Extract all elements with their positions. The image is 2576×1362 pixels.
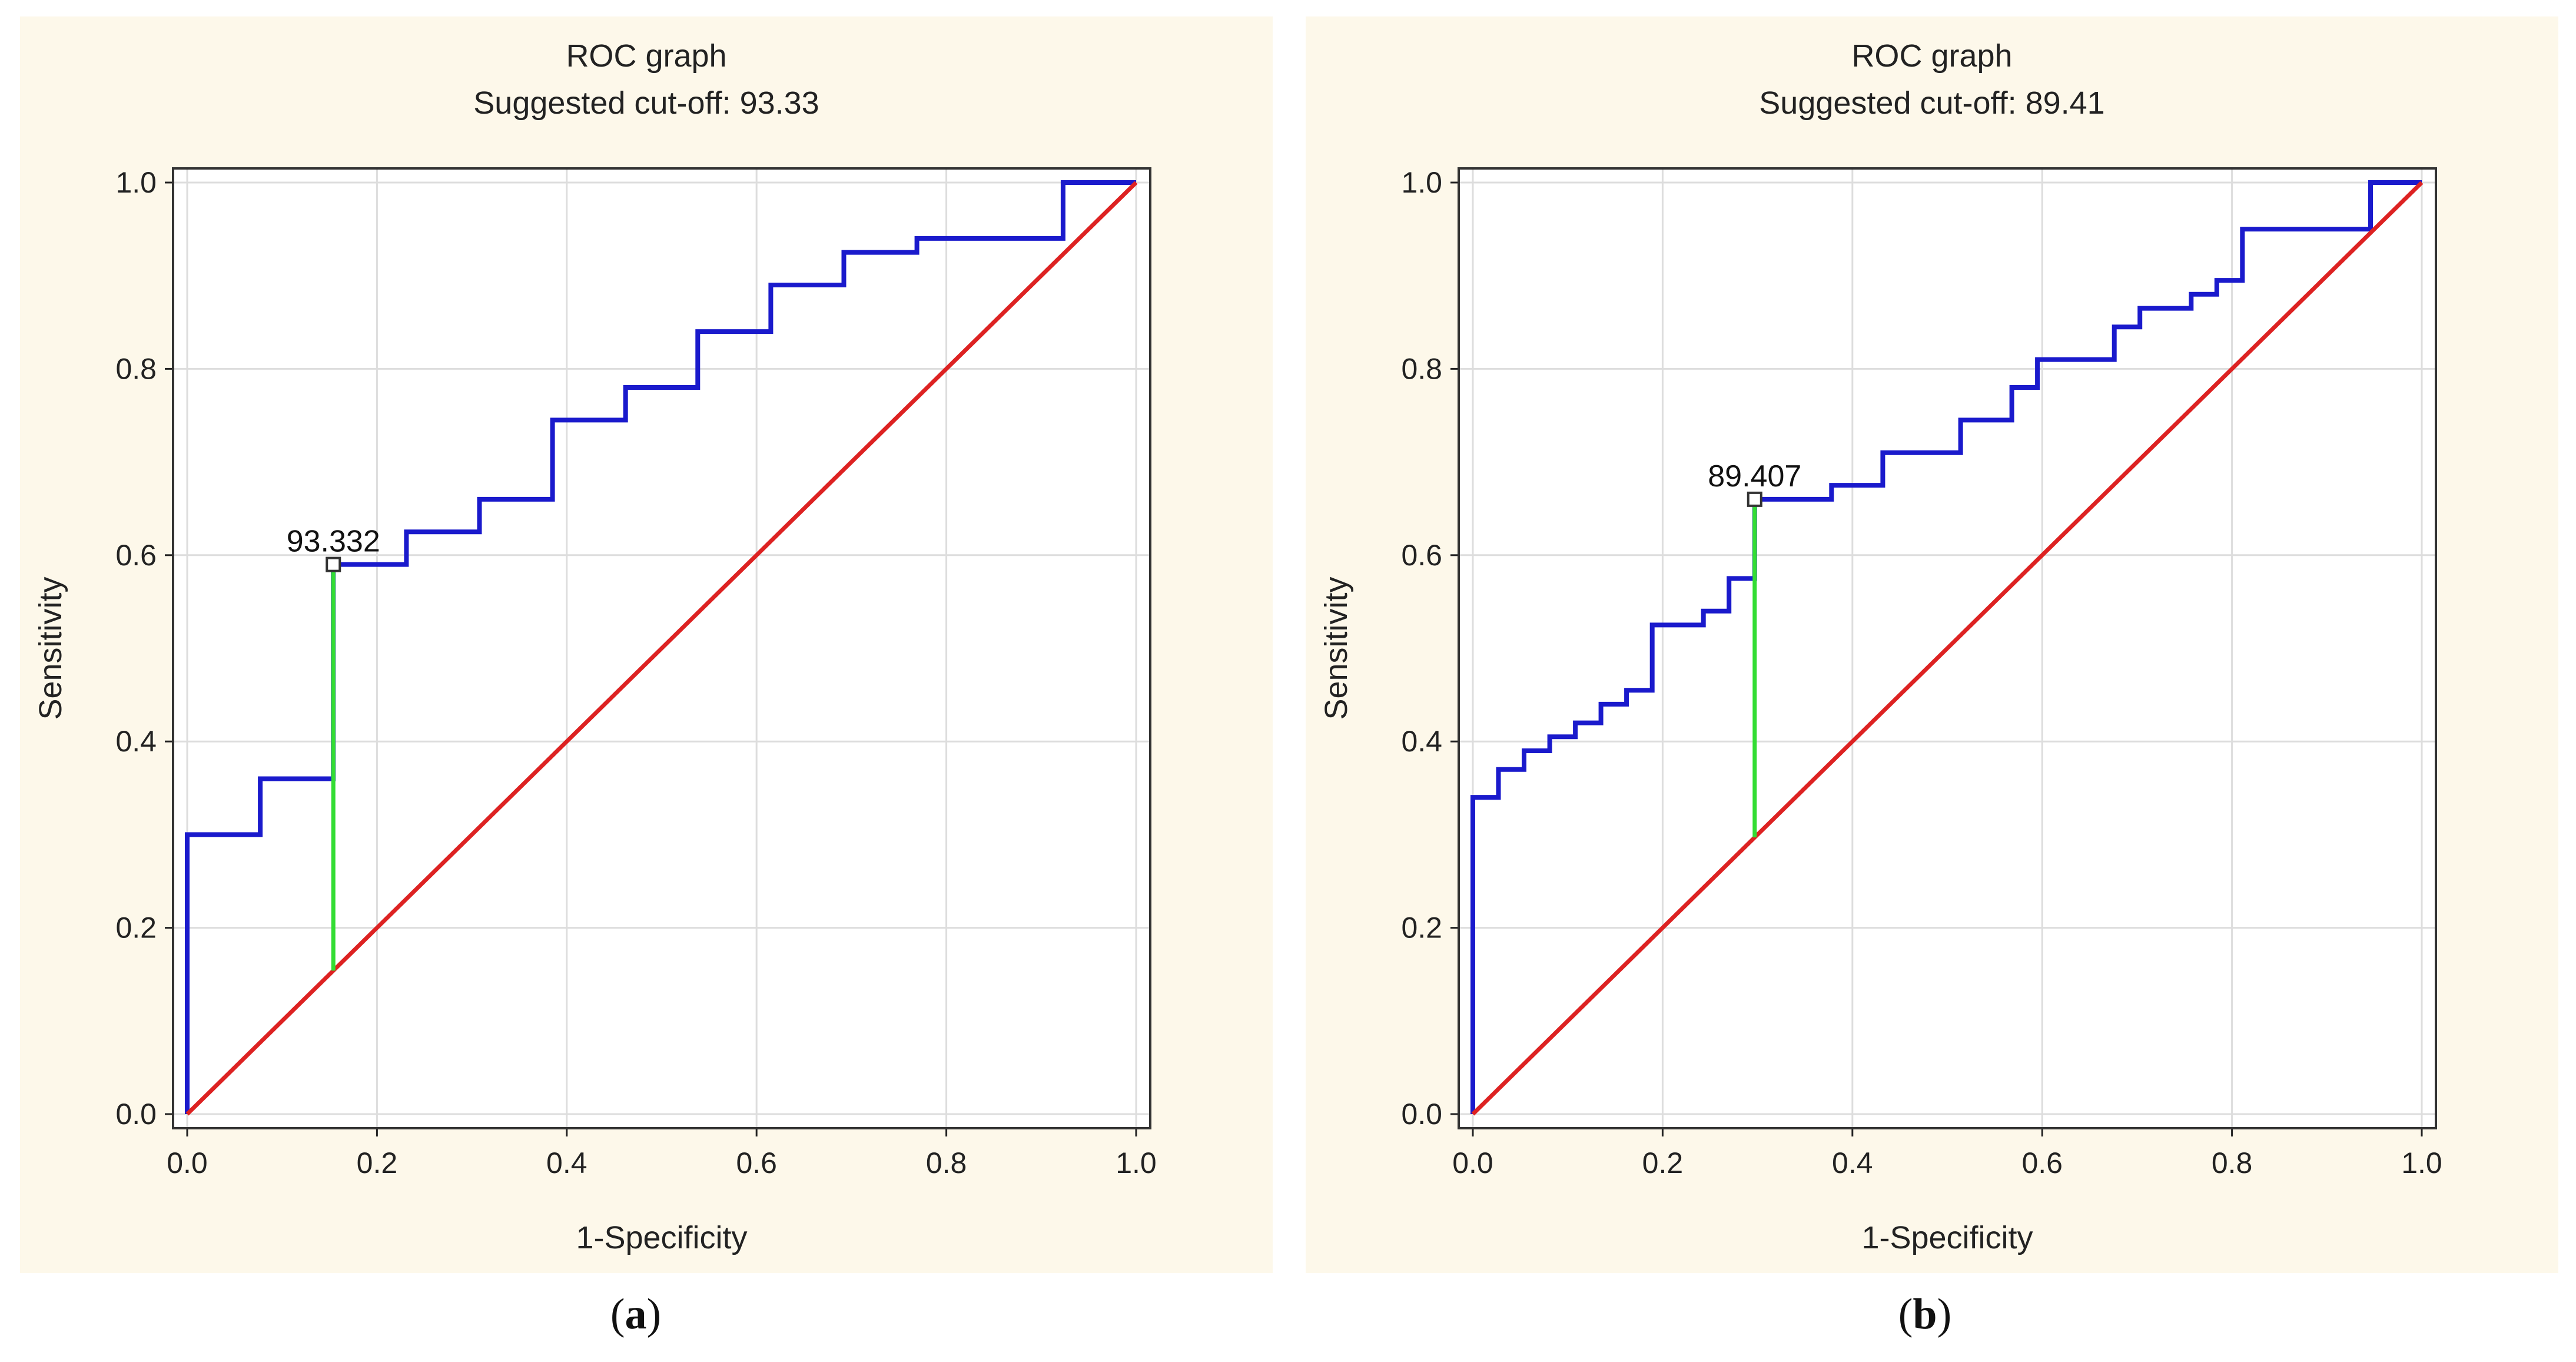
roc-panel-b: 0.0 0.2 0.4 0.6 0.8 1.0 0.0 0.2 0.4 0.6 0.8 1.0 89.4… [1306, 16, 2558, 1273]
y-tick-label: 0.0 [1401, 1098, 1442, 1131]
y-tick-label: 0.2 [115, 912, 157, 945]
y-tick-label: 0.4 [115, 725, 157, 758]
chart-title: ROC graph [566, 38, 726, 74]
cutoff-label: 93.332 [287, 525, 380, 559]
y-tick-label: 0.0 [115, 1098, 157, 1131]
x-tick-label: 0.6 [2021, 1146, 2063, 1179]
x-tick-label: 1.0 [1116, 1146, 1157, 1179]
x-tick-label: 0.2 [357, 1146, 398, 1179]
caption-b: (b) [1898, 1290, 1952, 1338]
y-axis-label: Sensitivity [1319, 576, 1354, 720]
y-tick-label: 0.8 [115, 352, 157, 385]
y-tick-label: 0.2 [1401, 912, 1442, 945]
x-axis-label: 1-Specificity [576, 1220, 747, 1255]
x-axis-label: 1-Specificity [1861, 1220, 2033, 1255]
roc-chart-a: 0.0 0.2 0.4 0.6 0.8 1.0 0.0 0.2 0.4 0.6 0.8 1.0 93.3… [33, 38, 1157, 1255]
y-tick-label: 0.6 [115, 539, 157, 572]
caption-b-letter: b [1913, 1290, 1937, 1338]
x-tick-label: 1.0 [2401, 1146, 2442, 1179]
roc-panel-a: 0.0 0.2 0.4 0.6 0.8 1.0 0.0 0.2 0.4 0.6 0.8 1.0 93.3… [20, 16, 1273, 1273]
y-tick-label: 1.0 [115, 166, 157, 199]
chart-title: ROC graph [1851, 38, 2012, 74]
x-tick-label: 0.8 [2212, 1146, 2253, 1179]
reference-diagonal-line [185, 181, 1138, 1116]
chart-subtitle: Suggested cut-off: 89.41 [1759, 85, 2104, 121]
cutoff-label: 89.407 [1708, 459, 1801, 493]
chart-subtitle: Suggested cut-off: 93.33 [473, 85, 819, 121]
cutoff-point-marker [326, 556, 341, 572]
reference-diagonal-line [1471, 181, 2424, 1116]
y-tick-label: 0.8 [1401, 352, 1442, 385]
x-tick-label: 0.6 [736, 1146, 777, 1179]
x-tick-label: 0.2 [1642, 1146, 1684, 1179]
x-tick-label: 0.0 [167, 1146, 208, 1179]
y-tick-label: 1.0 [1401, 166, 1442, 199]
y-tick-label: 0.6 [1401, 539, 1442, 572]
caption-a-letter: a [625, 1290, 647, 1338]
roc-chart-b: 0.0 0.2 0.4 0.6 0.8 1.0 0.0 0.2 0.4 0.6 0.8 1.0 89.4… [1319, 38, 2442, 1255]
plot-frame [172, 167, 1151, 1129]
x-tick-label: 0.4 [546, 1146, 587, 1179]
y-axis-label: Sensitivity [33, 576, 68, 720]
caption-a: (a) [610, 1290, 662, 1338]
x-tick-label: 0.0 [1452, 1146, 1493, 1179]
x-tick-label: 0.8 [926, 1146, 967, 1179]
y-tick-label: 0.4 [1401, 725, 1442, 758]
x-tick-label: 0.4 [1832, 1146, 1873, 1179]
plot-frame [1458, 167, 2437, 1129]
roc-curve-line [1470, 180, 2422, 1114]
cutoff-point-marker [1747, 491, 1762, 507]
